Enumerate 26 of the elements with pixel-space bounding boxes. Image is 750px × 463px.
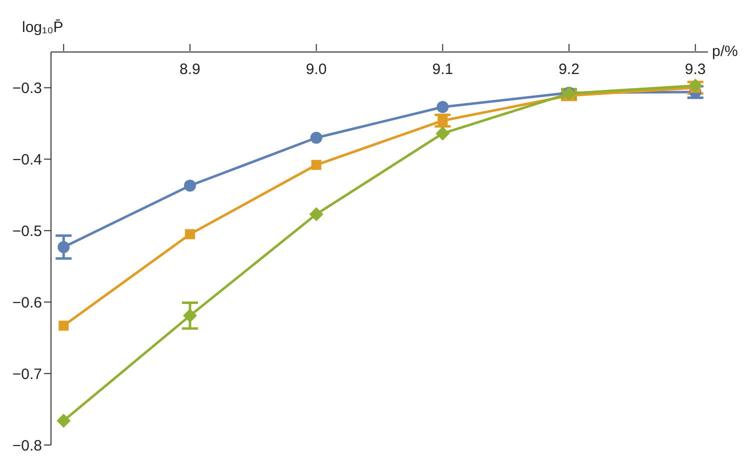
x-axis-title: p/% (712, 43, 738, 60)
point (436, 126, 450, 140)
point (58, 320, 69, 331)
point (688, 78, 702, 93)
x-tick-label: 9.0 (306, 61, 327, 78)
y-tick-label: −0.8 (12, 437, 42, 454)
x-tick-label: 9.3 (684, 61, 706, 78)
point (182, 308, 197, 323)
x-tick-label: 9.1 (432, 61, 454, 78)
point (436, 101, 449, 114)
point (184, 229, 195, 240)
point (56, 414, 71, 428)
x-tick-label: 9.2 (558, 61, 580, 78)
y-tick-label: −0.3 (12, 80, 42, 98)
point (311, 160, 322, 170)
y-tick-label: −0.4 (12, 152, 42, 169)
point (310, 132, 322, 144)
y-tick-label: −0.5 (12, 222, 42, 240)
point (309, 207, 324, 222)
point (184, 180, 196, 192)
x-tick-label: 8.9 (180, 61, 200, 78)
point (58, 241, 70, 254)
y-axis-title: log₁₀P̄ (22, 19, 64, 36)
y-tick-label: −0.6 (12, 294, 42, 312)
point (438, 116, 448, 126)
y-tick-label: −0.7 (12, 366, 42, 383)
